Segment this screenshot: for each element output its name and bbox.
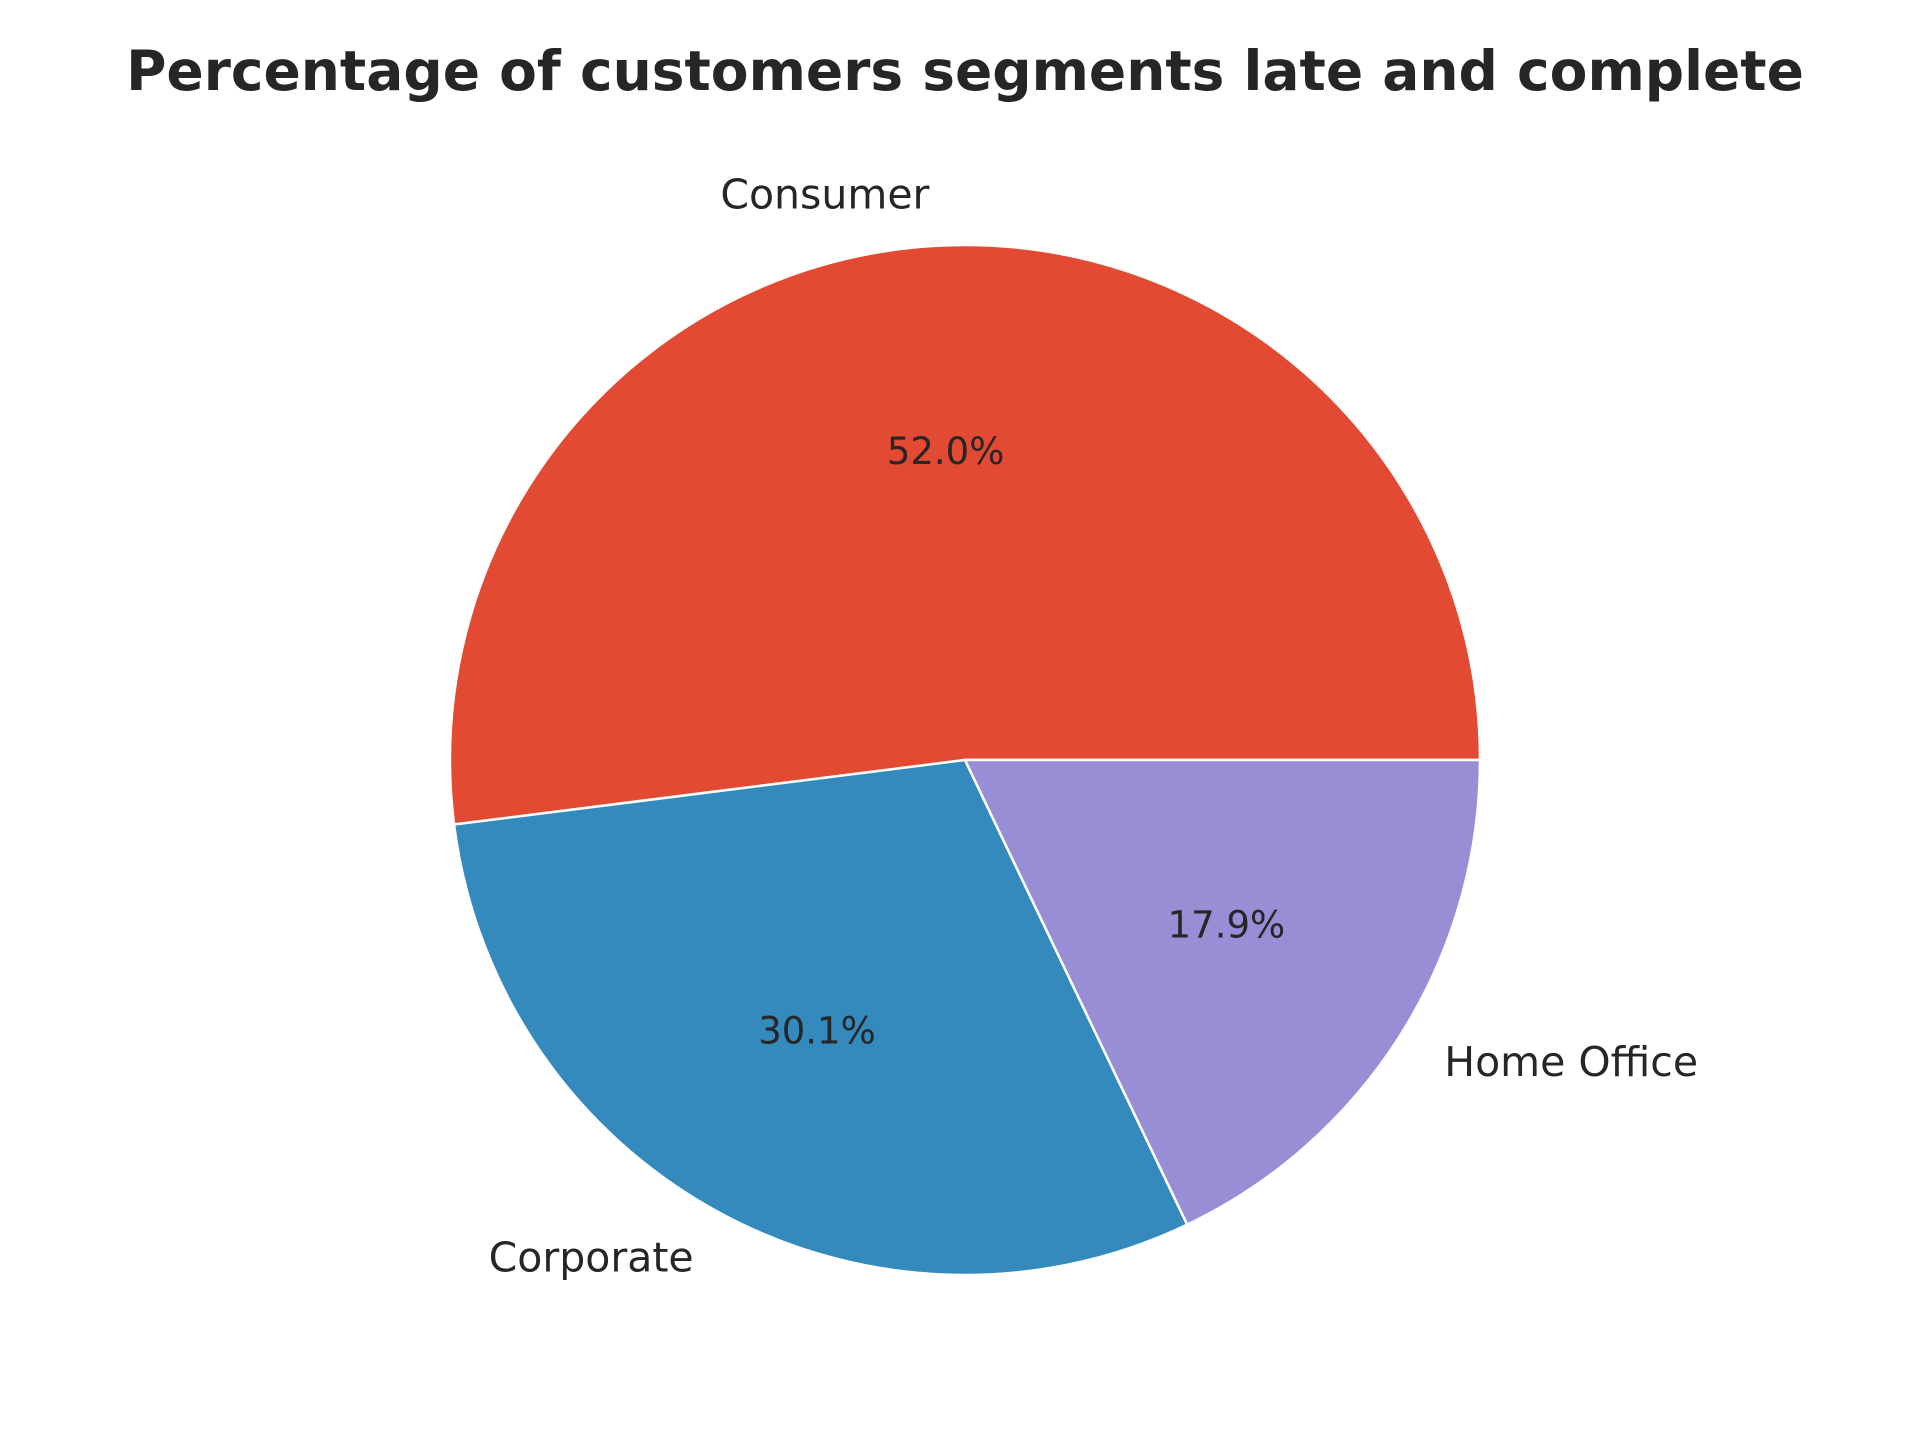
slice-percent-consumer: 52.0% — [887, 430, 1005, 473]
pie-labels: Consumer 52.0% Corporate 30.1% Home Office 17… — [489, 171, 1698, 1282]
slice-percent-home-office: 17.9% — [1168, 903, 1286, 946]
pie-slice-home-office — [963, 758, 1482, 1226]
slice-label-home-office: Home Office — [1444, 1038, 1698, 1086]
slice-label-consumer: Consumer — [720, 171, 929, 219]
pie-slice-corporate — [452, 758, 1189, 1277]
chart-title: Percentage of customers segments late an… — [126, 39, 1804, 103]
slice-label-corporate: Corporate — [489, 1233, 694, 1281]
pie-slice-consumer — [448, 243, 1482, 826]
pie-slices — [448, 243, 1482, 1277]
slice-percent-corporate: 30.1% — [758, 1010, 876, 1053]
